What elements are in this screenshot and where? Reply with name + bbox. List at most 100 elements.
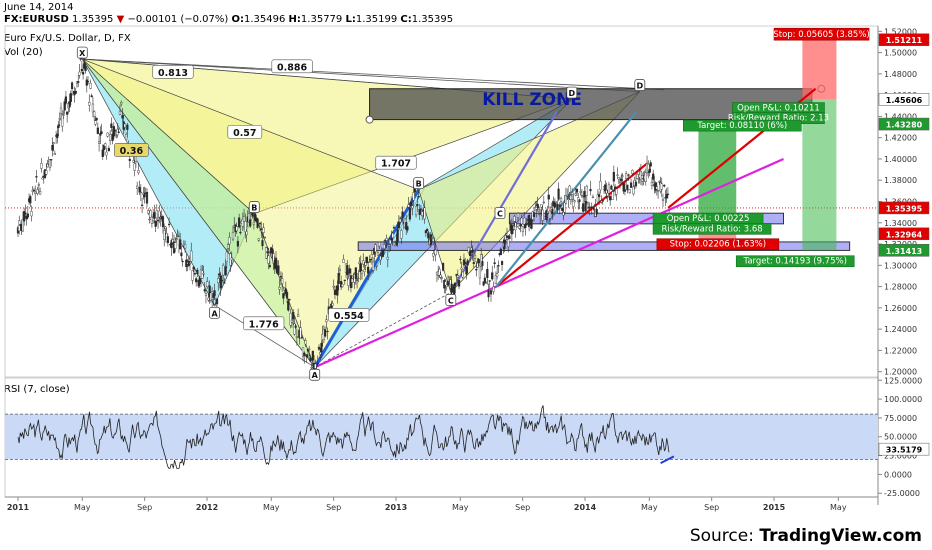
candle-body — [26, 213, 29, 218]
candle-body — [516, 213, 520, 219]
candle-body — [446, 281, 450, 286]
candle-body — [137, 170, 140, 174]
ratio-badge-box — [243, 316, 285, 331]
ratio-badge-box — [328, 308, 370, 322]
candle-body — [488, 280, 491, 282]
candle-body — [591, 196, 595, 198]
candle-body — [367, 266, 370, 274]
candle-body — [615, 188, 618, 195]
candle-body — [599, 181, 602, 191]
candle-body — [381, 250, 384, 257]
candle-body — [117, 131, 120, 133]
candle-body — [287, 300, 290, 311]
candle-body — [143, 193, 146, 198]
candle-body — [440, 277, 443, 279]
ratio-badge-label: 0.886 — [277, 62, 307, 73]
price-tick-label: 1.52000 — [884, 27, 917, 36]
candle-body — [457, 280, 461, 287]
candle-body — [319, 352, 322, 355]
candle-body — [208, 285, 211, 297]
symbol-label[interactable]: FX:EURUSD — [4, 14, 69, 25]
candle-body — [258, 223, 262, 225]
candle-body — [580, 195, 584, 197]
candle-body — [519, 224, 522, 227]
candle-body — [562, 212, 565, 216]
candle-body — [610, 185, 613, 190]
candle-body — [621, 175, 624, 177]
candle-body — [260, 228, 263, 230]
candle-body — [636, 173, 639, 179]
candle-body — [206, 281, 209, 288]
rsi-line — [17, 405, 670, 469]
time-tick-label: 2012 — [196, 503, 218, 512]
candle-body — [343, 279, 346, 281]
candle-body — [433, 243, 436, 246]
candle-body — [359, 263, 362, 273]
candle-body — [492, 286, 495, 292]
candle-body — [362, 260, 365, 265]
candle-body — [481, 261, 484, 266]
ratio-badge-box — [271, 59, 313, 74]
candle-body — [569, 195, 572, 200]
pattern-point-box — [634, 79, 646, 91]
candle-body — [595, 208, 598, 215]
candle-body — [292, 311, 295, 320]
lower-blue-zone — [357, 241, 851, 251]
source-brand[interactable]: TradingView.com — [759, 526, 922, 546]
pattern-point-box — [209, 306, 220, 319]
ratio-badge-label: 1.776 — [249, 319, 279, 330]
pattern-point-box — [413, 177, 425, 190]
candle-body — [466, 260, 469, 266]
time-tick-label: May — [263, 503, 280, 512]
candle-body — [61, 114, 64, 127]
candle-body — [489, 290, 493, 295]
candle-body — [203, 289, 206, 292]
time-tick-label: Sep — [137, 503, 152, 512]
price-tick-label: 1.28000 — [884, 283, 917, 292]
price-tick-label: 1.50000 — [884, 49, 917, 58]
candle-body — [460, 267, 463, 270]
trade2-rr-label-box — [652, 223, 772, 235]
candle-body — [408, 207, 412, 220]
candle-body — [532, 212, 536, 217]
red-trendline-1 — [495, 162, 649, 288]
candle-body — [376, 252, 380, 256]
candle-body — [665, 194, 668, 199]
candle-body — [241, 219, 244, 227]
candle-body — [430, 237, 434, 239]
candle-body — [497, 264, 500, 267]
ratio-badge-label: 1.707 — [381, 159, 411, 170]
rsi-value-badge-box — [878, 442, 930, 456]
candle-body — [342, 258, 345, 263]
candle-body — [347, 278, 350, 286]
rsi-value-badge-label: 33.5179 — [886, 446, 923, 455]
candle-body — [133, 163, 136, 171]
candle-body — [656, 190, 660, 192]
ratio-badge-label: 0.813 — [158, 68, 188, 79]
candle-body — [278, 287, 281, 290]
candle-body — [628, 189, 631, 193]
candle-body — [325, 319, 328, 323]
time-tick-label: May — [830, 503, 847, 512]
volume-legend: Vol (20) — [4, 47, 43, 58]
price-badge-label: 1.51211 — [886, 36, 923, 45]
candle-body — [439, 274, 442, 278]
candle-body — [574, 193, 577, 196]
candle-body — [617, 177, 620, 180]
change-value: −0.00101 (−0.07%) — [127, 14, 229, 25]
candle-body — [170, 240, 173, 249]
candle-body — [601, 200, 604, 202]
candle-body — [429, 234, 432, 245]
candle-body — [473, 255, 477, 259]
pattern-leg-line — [82, 58, 640, 93]
candle-body — [605, 190, 608, 194]
candle-body — [663, 184, 666, 187]
candle-body — [607, 184, 611, 194]
candle-body — [385, 237, 388, 241]
ratio-badge-box — [114, 143, 149, 157]
candle-body — [341, 284, 344, 287]
candle-body — [507, 239, 510, 248]
kill-zone-label: KILL ZONE — [482, 90, 582, 110]
candle-body — [106, 132, 109, 137]
